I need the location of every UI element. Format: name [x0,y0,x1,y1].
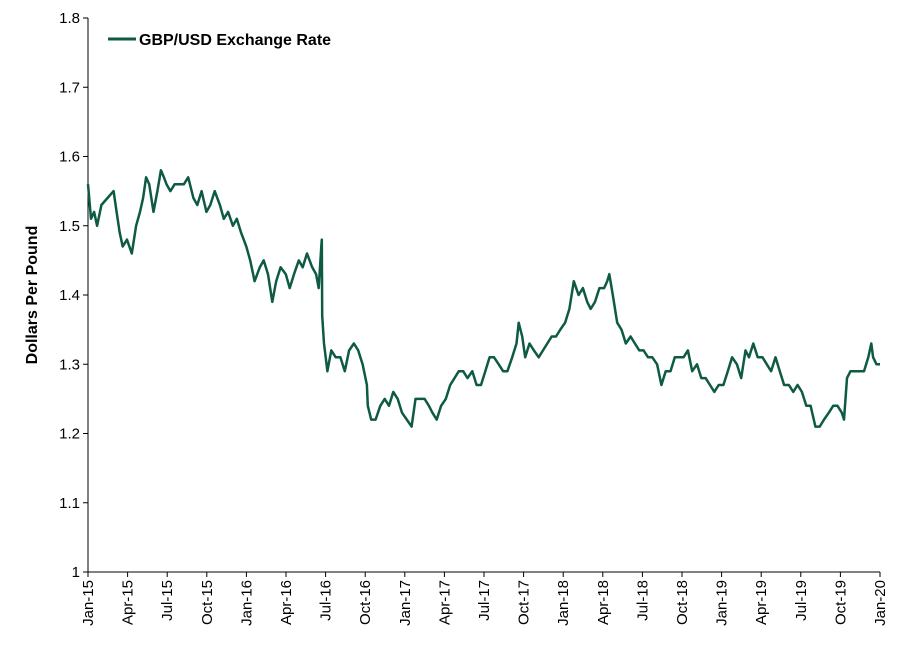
series-line-gbp-usd [86,169,880,428]
y-axis: 1 1.1 1.2 1.3 1.4 1.5 1.6 1.7 1.8 [59,10,89,581]
x-tick-label: Jul-18 [634,580,651,621]
legend-label: GBP/USD Exchange Rate [139,32,331,49]
x-tick-label: Jan-17 [397,580,414,626]
x-tick-label: Oct-18 [674,580,691,625]
y-tick-label: 1.8 [59,10,80,27]
x-axis: Jan-15 Apr-15 Jul-15 Oct-15 Jan-16 Apr-16 Jul-… [80,571,889,626]
y-tick-label: 1.2 [59,426,80,443]
x-tick-label: Apr-19 [753,580,770,625]
y-ticks: 1 1.1 1.2 1.3 1.4 1.5 1.6 1.7 1.8 [59,10,88,581]
x-tick-label: Apr-17 [436,580,453,625]
x-tick-label: Jul-19 [793,580,810,621]
y-tick-label: 1.7 [59,79,80,96]
legend: GBP/USD Exchange Rate [108,32,331,49]
x-tick-label: Jul-16 [318,580,335,621]
x-tick-label: Jan-15 [80,580,97,626]
y-tick-label: 1 [72,564,80,581]
x-tick-label: Jan-18 [555,580,572,626]
y-tick-label: 1.5 [59,218,80,235]
x-tick-label: Oct-17 [516,580,533,625]
x-tick-label: Oct-19 [832,580,849,625]
x-tick-label: Oct-16 [357,580,374,625]
x-tick-label: Apr-15 [120,580,137,625]
x-tick-label: Apr-18 [595,580,612,625]
y-axis-title: Dollars Per Pound [24,226,41,365]
x-tick-label: Jan-20 [872,580,889,626]
y-tick-label: 1.1 [59,495,80,512]
x-ticks: Jan-15 Apr-15 Jul-15 Oct-15 Jan-16 Apr-16 Jul-… [80,572,889,626]
x-tick-label: Jan-16 [238,580,255,626]
y-tick-label: 1.6 [59,149,80,166]
x-tick-label: Oct-15 [199,580,216,625]
y-tick-label: 1.3 [59,356,80,373]
x-tick-label: Jul-17 [476,580,493,621]
x-tick-label: Apr-16 [278,580,295,625]
x-tick-label: Jan-19 [714,580,731,626]
y-tick-label: 1.4 [59,287,80,304]
x-tick-label: Jul-15 [159,580,176,621]
